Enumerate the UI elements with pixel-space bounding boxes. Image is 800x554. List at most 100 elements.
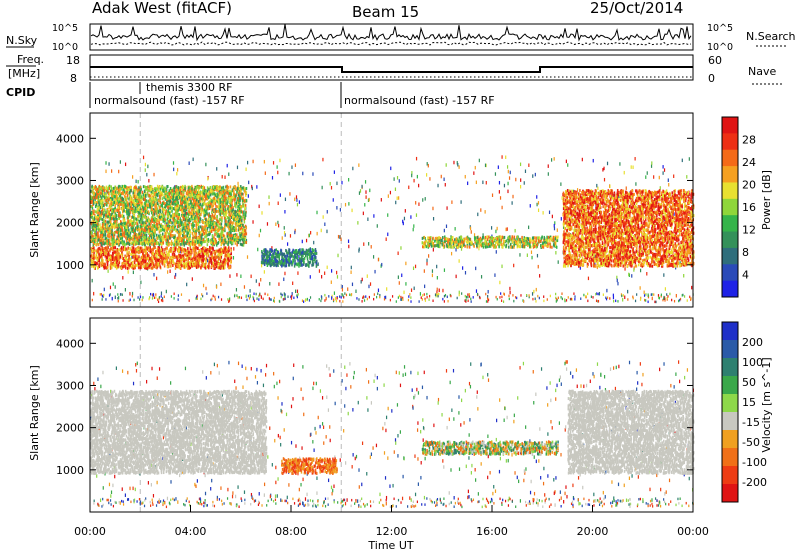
near-range-point — [686, 299, 688, 302]
echo-point — [187, 266, 189, 270]
echo-point — [123, 216, 126, 220]
noise-point — [524, 169, 527, 173]
noise-point — [499, 280, 501, 285]
echo-point — [189, 261, 191, 265]
noise-point — [629, 237, 631, 241]
echo-point — [190, 259, 193, 263]
noise-point — [581, 157, 583, 162]
echo-point — [180, 247, 182, 251]
echo-point — [121, 190, 124, 194]
near-range-point — [590, 295, 593, 299]
echo-point — [104, 216, 107, 220]
echo-point — [126, 188, 129, 192]
echo-point — [167, 206, 169, 210]
noise-point — [261, 211, 263, 215]
echo-point — [179, 259, 182, 263]
noise-point — [310, 230, 312, 235]
echo-point — [146, 247, 148, 251]
echo-point — [128, 186, 130, 190]
noise-point — [291, 165, 293, 169]
echo-point — [150, 262, 152, 266]
echo-point — [143, 266, 146, 270]
noise-point — [467, 181, 469, 186]
echo-point — [203, 252, 206, 256]
noise-point — [232, 256, 235, 260]
echo-point — [114, 250, 117, 254]
echo-point — [195, 262, 198, 266]
echo-point — [117, 234, 120, 238]
noise-point — [616, 275, 618, 280]
noise-point — [494, 172, 497, 176]
near-range-point — [268, 297, 270, 300]
echo-point — [198, 253, 201, 257]
near-range-point — [408, 295, 410, 298]
echo-point — [204, 249, 206, 253]
echo-point — [110, 225, 112, 229]
echo-point — [98, 259, 101, 263]
echo-point — [226, 254, 228, 258]
near-range-point — [173, 297, 175, 300]
echo-point — [119, 207, 121, 211]
near-range-point — [332, 298, 335, 302]
echo-point — [172, 259, 174, 263]
near-range-point — [465, 300, 467, 303]
echo-point — [121, 231, 124, 235]
echo-point — [223, 247, 226, 251]
echo-point — [133, 259, 136, 263]
echo-point — [151, 266, 154, 270]
noise-point — [284, 210, 286, 214]
echo-point — [229, 236, 232, 240]
near-range-point — [180, 293, 183, 296]
echo-point — [93, 209, 95, 213]
echo-point — [127, 235, 129, 239]
echo-point — [200, 264, 203, 268]
echo-point — [211, 237, 213, 241]
noise-point — [515, 177, 517, 182]
near-range-point — [195, 297, 197, 300]
echo-point — [128, 263, 130, 267]
echo-point — [164, 197, 167, 201]
echo-point — [158, 209, 160, 213]
echo-point — [121, 251, 123, 255]
echo-point — [148, 264, 151, 268]
echo-point — [187, 258, 189, 262]
echo-point — [117, 254, 119, 258]
echo-point — [214, 252, 216, 256]
echo-point — [190, 185, 192, 189]
echo-point — [101, 212, 104, 216]
echo-point — [188, 237, 190, 241]
echo-point — [157, 219, 160, 223]
near-range-point — [344, 292, 346, 295]
near-range-point — [486, 297, 489, 300]
echo-point — [178, 216, 181, 220]
echo-point — [158, 186, 160, 190]
noise-point — [220, 282, 222, 287]
noise-point — [535, 287, 537, 292]
noise-point — [146, 172, 148, 177]
near-range-point — [500, 292, 502, 295]
echo-point — [98, 195, 101, 199]
noise-point — [188, 161, 190, 165]
near-range-point — [503, 293, 506, 296]
echo-point — [148, 254, 150, 258]
echo-point — [182, 192, 185, 196]
echo-point — [243, 226, 245, 230]
noise-point — [340, 237, 342, 241]
echo-point — [179, 266, 182, 270]
noise-point — [153, 273, 155, 277]
near-range-point — [379, 295, 381, 299]
echo-point — [90, 254, 92, 258]
noise-point — [295, 289, 297, 294]
echo-point — [221, 250, 224, 254]
echo-point — [121, 256, 123, 260]
echo-point — [115, 266, 118, 270]
near-range-point — [597, 299, 600, 303]
echo-point — [160, 252, 163, 256]
echo-point — [160, 251, 162, 255]
echo-point — [169, 242, 171, 246]
noise-point — [224, 175, 226, 179]
near-range-point — [155, 296, 157, 299]
echo-point — [241, 210, 243, 214]
echo-point — [119, 253, 122, 257]
noise-point — [553, 226, 556, 231]
